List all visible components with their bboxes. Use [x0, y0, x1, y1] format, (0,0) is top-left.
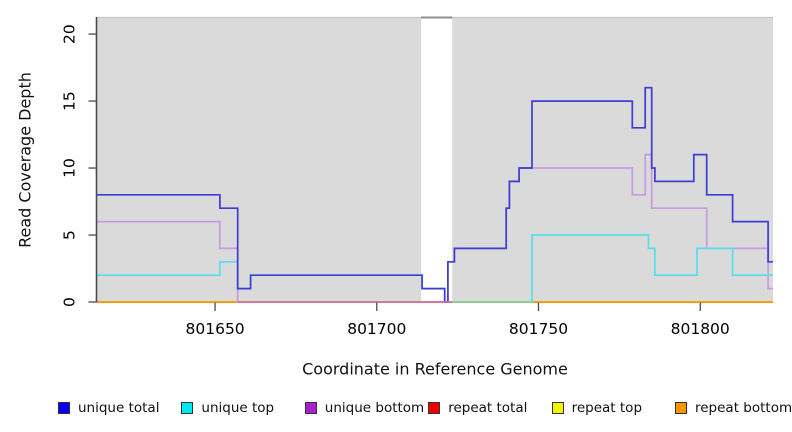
y-axis-title: Read Coverage Depth — [15, 72, 35, 248]
legend-label-repeat-total: repeat total — [448, 400, 528, 416]
legend-swatch-repeat-total — [428, 402, 441, 414]
y-tick-label-20: 20 — [60, 24, 78, 44]
y-tick-label-5: 5 — [60, 230, 78, 240]
x-axis-title: Coordinate in Reference Genome — [302, 359, 568, 379]
x-tick-label-801750: 801750 — [509, 320, 568, 338]
x-tick-label-801700: 801700 — [347, 320, 406, 338]
legend-item-repeat-total: repeat total — [428, 398, 527, 418]
legend-item-repeat-top: repeat top — [551, 398, 643, 418]
legend-item-unique-bottom: unique bottom — [304, 398, 425, 418]
legend: unique total unique top unique bottom repea… — [0, 398, 792, 422]
legend-item-repeat-bottom: repeat bottom — [675, 398, 792, 418]
legend-label-unique-total: unique total — [78, 400, 160, 416]
plot-gap-band — [421, 18, 453, 302]
legend-item-unique-total: unique total — [58, 398, 159, 418]
legend-label-unique-bottom: unique bottom — [324, 400, 425, 416]
series-line-unique-total — [97, 86, 773, 303]
legend-swatch-repeat-top — [551, 402, 564, 414]
y-tick-label-0: 0 — [60, 297, 78, 307]
x-tick-label-801650: 801650 — [186, 320, 245, 338]
legend-label-unique-top: unique top — [201, 400, 275, 416]
legend-swatch-unique-total — [58, 402, 70, 414]
legend-swatch-unique-top — [181, 402, 194, 414]
legend-swatch-unique-bottom — [304, 402, 317, 414]
legend-label-repeat-bottom: repeat bottom — [695, 400, 792, 416]
legend-swatch-repeat-bottom — [675, 402, 687, 414]
y-tick-label-15: 15 — [60, 91, 78, 111]
legend-label-repeat-top: repeat top — [571, 400, 643, 416]
legend-item-unique-top: unique top — [181, 398, 274, 418]
y-tick-label-10: 10 — [60, 158, 78, 178]
x-tick-label-801800: 801800 — [671, 320, 730, 338]
